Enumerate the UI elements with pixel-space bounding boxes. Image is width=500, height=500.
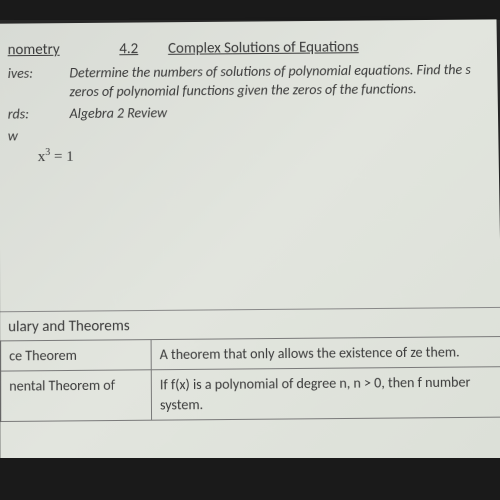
theorems-header: ulary and Theorems	[0, 307, 500, 336]
dark-border-bottom	[0, 458, 500, 500]
table-row: nental Theorem of If f(x) is a polynomia…	[1, 367, 500, 422]
extra-label: w	[8, 127, 70, 144]
work-space	[0, 162, 500, 311]
dark-border-top	[0, 0, 500, 20]
equation-base: x	[38, 149, 46, 165]
extra-row: w	[8, 123, 489, 144]
header-section: nometry 4.2 Complex Solutions of Equatio…	[0, 37, 499, 166]
theorem-description: If f(x) is a polynomial of degree n, n >…	[151, 367, 500, 421]
section-title: Complex Solutions of Equations	[168, 38, 359, 57]
objectives-label: ives:	[8, 65, 70, 103]
subject-text: nometry	[8, 41, 60, 59]
standards-text: Algebra 2 Review	[70, 104, 168, 124]
standards-label: rds:	[8, 105, 70, 124]
section-number: 4.2	[119, 40, 138, 58]
objectives-text: Determine the numbers of solutions of po…	[69, 61, 487, 102]
table-row: ce Theorem A theorem that only allows th…	[1, 336, 500, 371]
theorem-description: A theorem that only allows the existence…	[151, 336, 500, 370]
standards-row: rds: Algebra 2 Review	[8, 101, 488, 124]
theorem-table: ce Theorem A theorem that only allows th…	[0, 336, 500, 423]
objectives-row: ives: Determine the numbers of solutions…	[8, 61, 488, 103]
equation-rhs: = 1	[50, 149, 73, 165]
worksheet-paper: nometry 4.2 Complex Solutions of Equatio…	[0, 19, 500, 463]
title-row: nometry 4.2 Complex Solutions of Equatio…	[8, 37, 487, 59]
theorem-name: nental Theorem of	[1, 370, 152, 422]
theorem-name: ce Theorem	[1, 339, 152, 371]
